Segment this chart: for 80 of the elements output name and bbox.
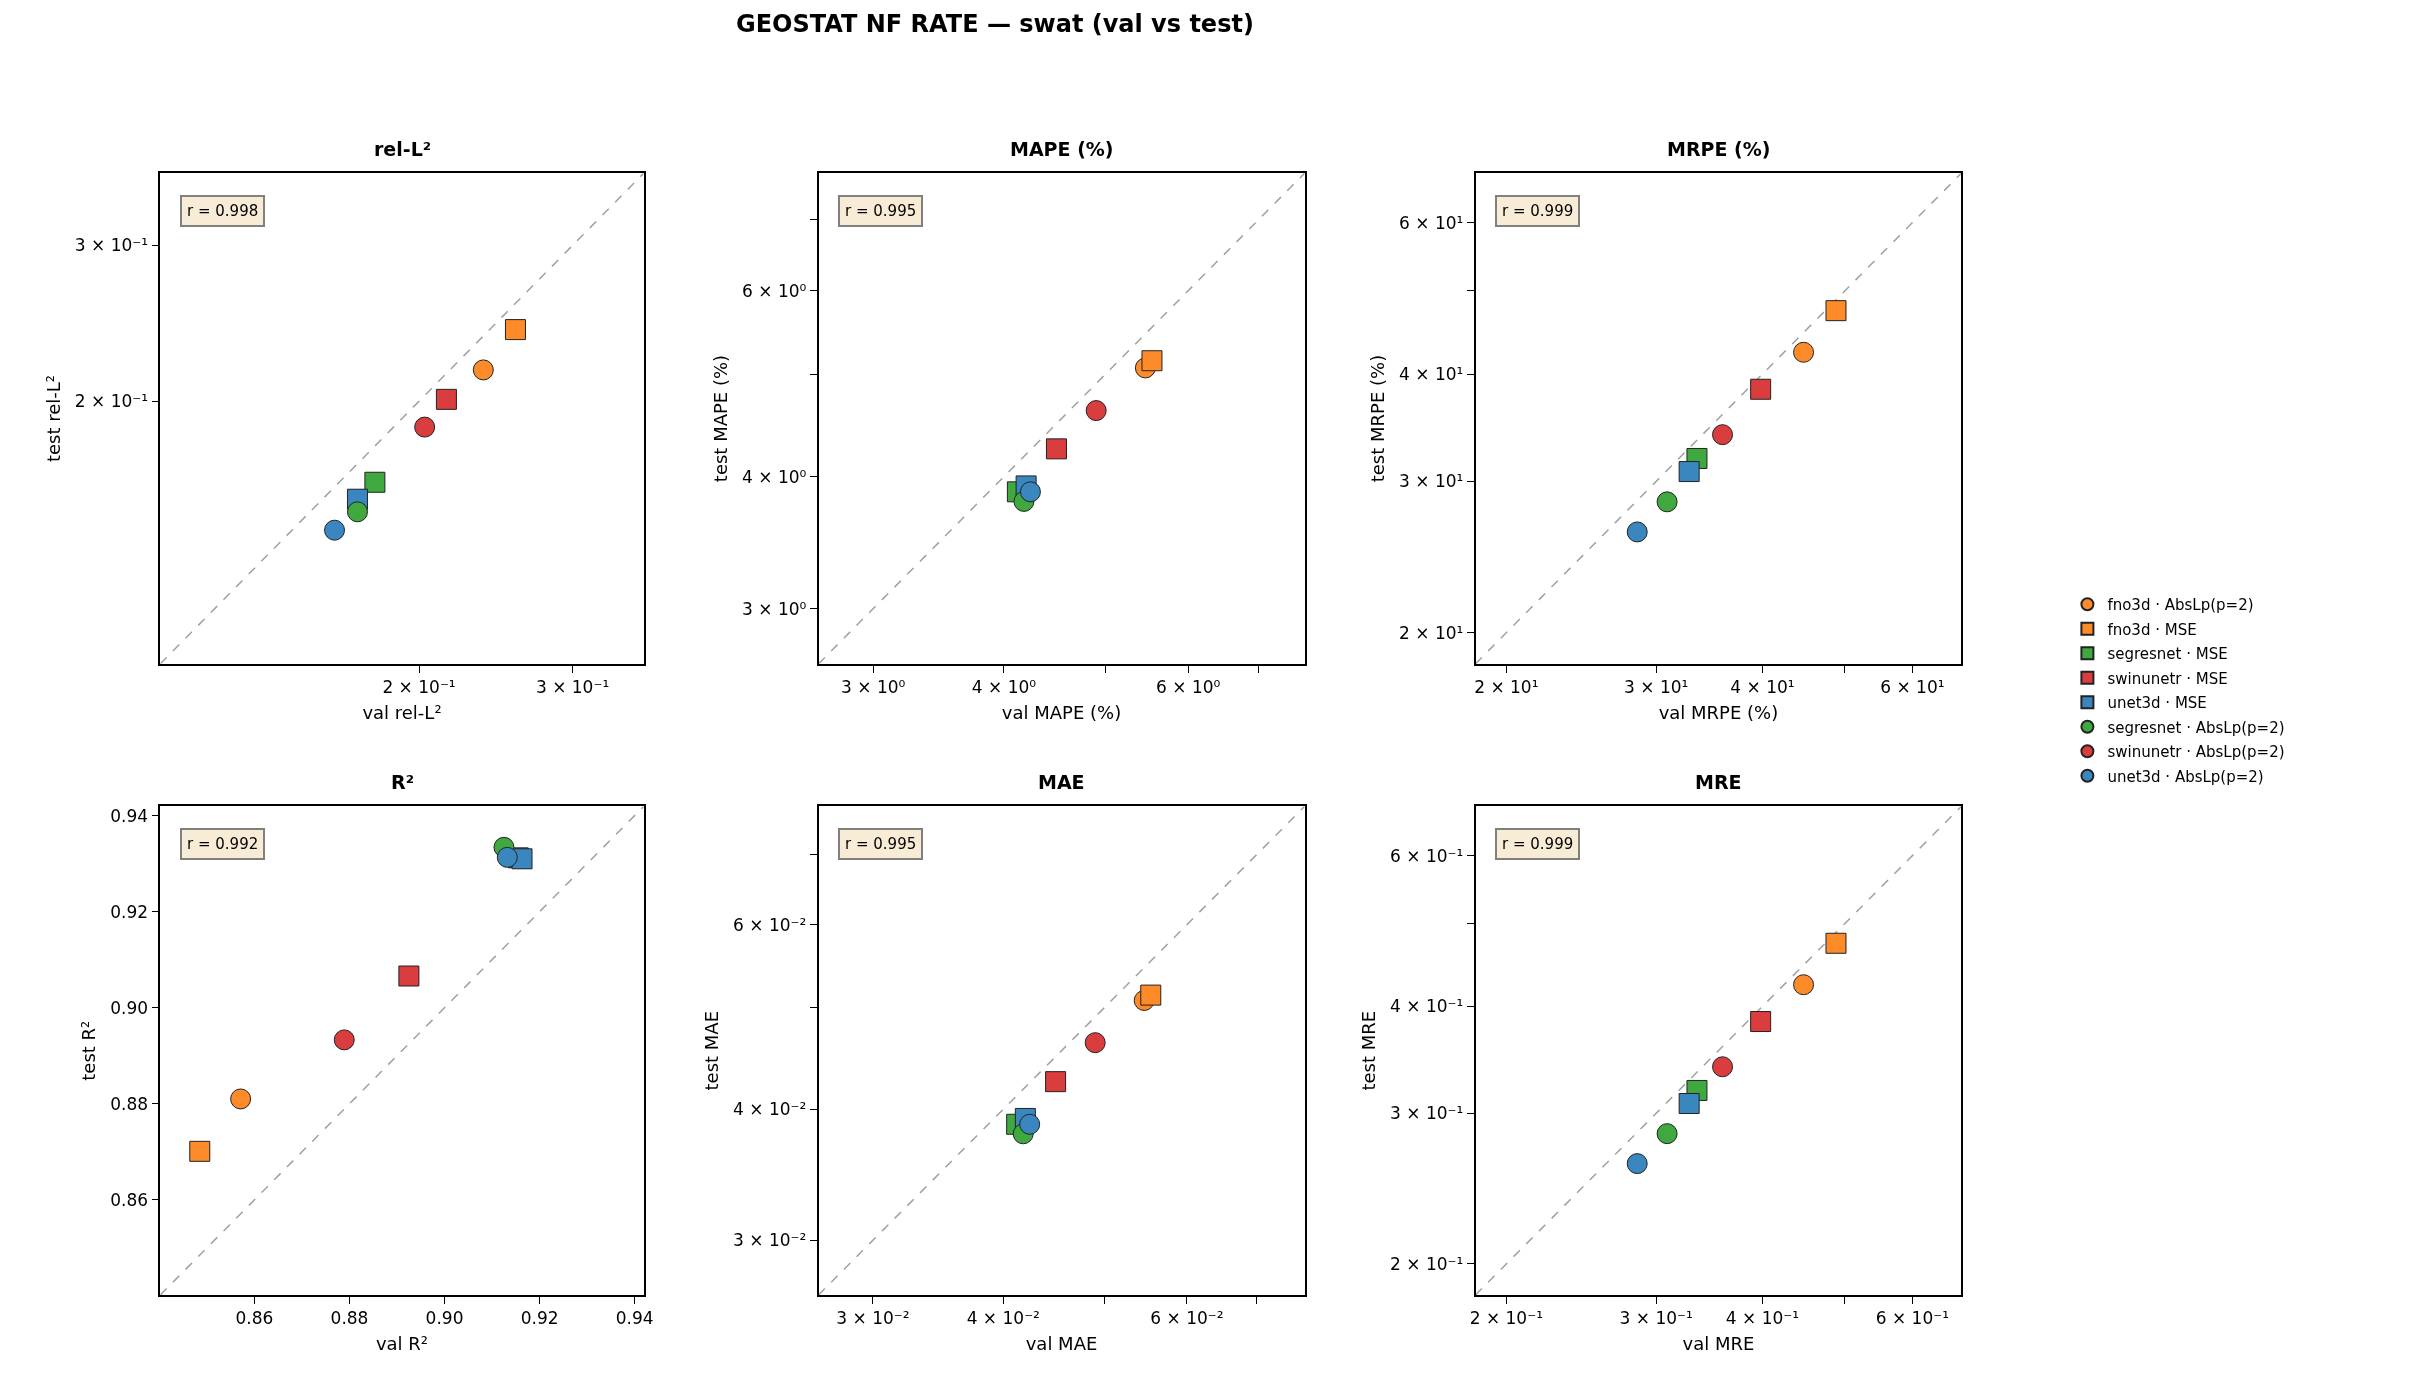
x-tick-label: 3 × 10⁻¹ bbox=[1619, 1308, 1693, 1329]
y-tick-label: 6 × 10⁻¹ bbox=[1390, 845, 1464, 866]
x-tick-label: 6 × 10⁻² bbox=[1150, 1308, 1224, 1329]
chart-title: MAPE (%) bbox=[1010, 138, 1114, 160]
x-tick-label: 6 × 10⁻¹ bbox=[1875, 1308, 1949, 1329]
x-tick-label: 3 × 10¹ bbox=[1624, 676, 1689, 697]
x-axis-title: val MAE bbox=[1025, 1332, 1098, 1354]
y-tick-label: 6 × 10⁰ bbox=[742, 280, 807, 301]
chart-title: MRPE (%) bbox=[1667, 138, 1771, 160]
y-tick-label: 2 × 10⁻¹ bbox=[74, 391, 149, 412]
x-tick-label: 3 × 10⁻¹ bbox=[535, 676, 610, 697]
y-tick-label: 2 × 10⁻¹ bbox=[1390, 1253, 1464, 1274]
y-tick-label: 2 × 10¹ bbox=[1399, 622, 1464, 643]
point bbox=[230, 1088, 252, 1110]
y-axis-title: test rel-L² bbox=[42, 374, 64, 463]
y-tick-label: 0.88 bbox=[110, 1093, 149, 1114]
x-tick-label: 0.86 bbox=[235, 1308, 274, 1329]
annotation: r = 0.999 bbox=[1502, 835, 1574, 853]
x-tick-label: 0.88 bbox=[330, 1308, 369, 1329]
y-axis-title: test MAE bbox=[700, 1010, 722, 1091]
x-tick-label: 4 × 10⁰ bbox=[971, 676, 1037, 697]
y-tick-label: 0.86 bbox=[110, 1189, 149, 1210]
y-tick-label: 0.94 bbox=[110, 805, 149, 826]
point bbox=[398, 965, 420, 987]
annotation: r = 0.999 bbox=[1502, 202, 1574, 220]
point bbox=[496, 846, 518, 868]
y-tick-label: 0.92 bbox=[110, 901, 149, 922]
point bbox=[333, 1029, 355, 1051]
legend-label: fno3d · AbsLp(p=2) bbox=[2107, 596, 2254, 615]
legend-label: swinunetr · AbsLp(p=2) bbox=[2107, 743, 2285, 762]
x-tick-label: 4 × 10⁻² bbox=[966, 1308, 1040, 1329]
y-tick-label: 0.90 bbox=[110, 997, 149, 1018]
y-tick-label: 4 × 10¹ bbox=[1399, 363, 1464, 384]
x-tick-label: 4 × 10⁻¹ bbox=[1725, 1308, 1800, 1329]
legend-label: segresnet · MSE bbox=[2107, 645, 2228, 664]
x-axis-title: val MRPE (%) bbox=[1658, 701, 1779, 723]
x-tick-label: 4 × 10¹ bbox=[1730, 676, 1795, 697]
annotation: r = 0.995 bbox=[845, 202, 917, 220]
x-tick-label: 2 × 10¹ bbox=[1474, 676, 1539, 697]
y-tick-label: 6 × 10¹ bbox=[1399, 212, 1464, 233]
chart-title: R² bbox=[391, 771, 414, 793]
chart-title: MRE bbox=[1695, 771, 1742, 793]
y-axis-title: test MRPE (%) bbox=[1366, 354, 1388, 483]
legend-label: segresnet · AbsLp(p=2) bbox=[2107, 718, 2285, 737]
x-axis-title: val rel-L² bbox=[362, 701, 442, 723]
x-axis-title: val MRE bbox=[1682, 1332, 1755, 1354]
x-tick-label: 2 × 10⁻¹ bbox=[382, 676, 456, 697]
y-tick-label: 6 × 10⁻² bbox=[733, 914, 807, 935]
x-tick-label: 6 × 10¹ bbox=[1880, 676, 1945, 697]
y-tick-label: 3 × 10¹ bbox=[1399, 471, 1464, 492]
x-tick-label: 3 × 10⁰ bbox=[841, 676, 906, 697]
y-tick-label: 3 × 10⁻² bbox=[733, 1230, 807, 1251]
x-tick-label: 2 × 10⁻¹ bbox=[1469, 1308, 1543, 1329]
y-axis-title: test MAPE (%) bbox=[709, 354, 731, 483]
annotation: r = 0.992 bbox=[187, 835, 259, 853]
annotation: r = 0.998 bbox=[187, 202, 259, 220]
chart-title: MAE bbox=[1038, 771, 1085, 793]
legend-label: fno3d · MSE bbox=[2107, 620, 2197, 639]
x-axis-title: val R² bbox=[375, 1332, 429, 1354]
x-tick-label: 3 × 10⁻² bbox=[836, 1308, 910, 1329]
x-axis-title: val MAPE (%) bbox=[1001, 701, 1122, 723]
chart-title: rel-L² bbox=[374, 138, 432, 160]
x-tick-label: 6 × 10⁰ bbox=[1156, 676, 1221, 697]
point bbox=[189, 1140, 211, 1162]
legend-label: swinunetr · MSE bbox=[2107, 669, 2228, 688]
x-tick-label: 0.92 bbox=[520, 1308, 559, 1329]
y-tick-label: 3 × 10⁰ bbox=[742, 598, 807, 619]
y-tick-label: 4 × 10⁰ bbox=[742, 466, 807, 487]
y-tick-label: 4 × 10⁻² bbox=[733, 1099, 807, 1120]
x-tick-label: 0.90 bbox=[425, 1308, 464, 1329]
y-tick-label: 3 × 10⁻¹ bbox=[1390, 1103, 1464, 1124]
y-tick-label: 4 × 10⁻¹ bbox=[1390, 996, 1464, 1017]
x-tick-label: 0.94 bbox=[615, 1308, 654, 1329]
y-tick-label: 3 × 10⁻¹ bbox=[74, 235, 149, 256]
legend-label: unet3d · MSE bbox=[2107, 694, 2207, 713]
y-axis-title: test R² bbox=[77, 1020, 99, 1081]
y-axis-title: test MRE bbox=[1357, 1010, 1379, 1091]
text: GEOSTAT NF RATE — swat (val vs test) bbox=[736, 10, 1254, 38]
legend-label: unet3d · AbsLp(p=2) bbox=[2107, 767, 2264, 786]
annotation: r = 0.995 bbox=[845, 835, 917, 853]
